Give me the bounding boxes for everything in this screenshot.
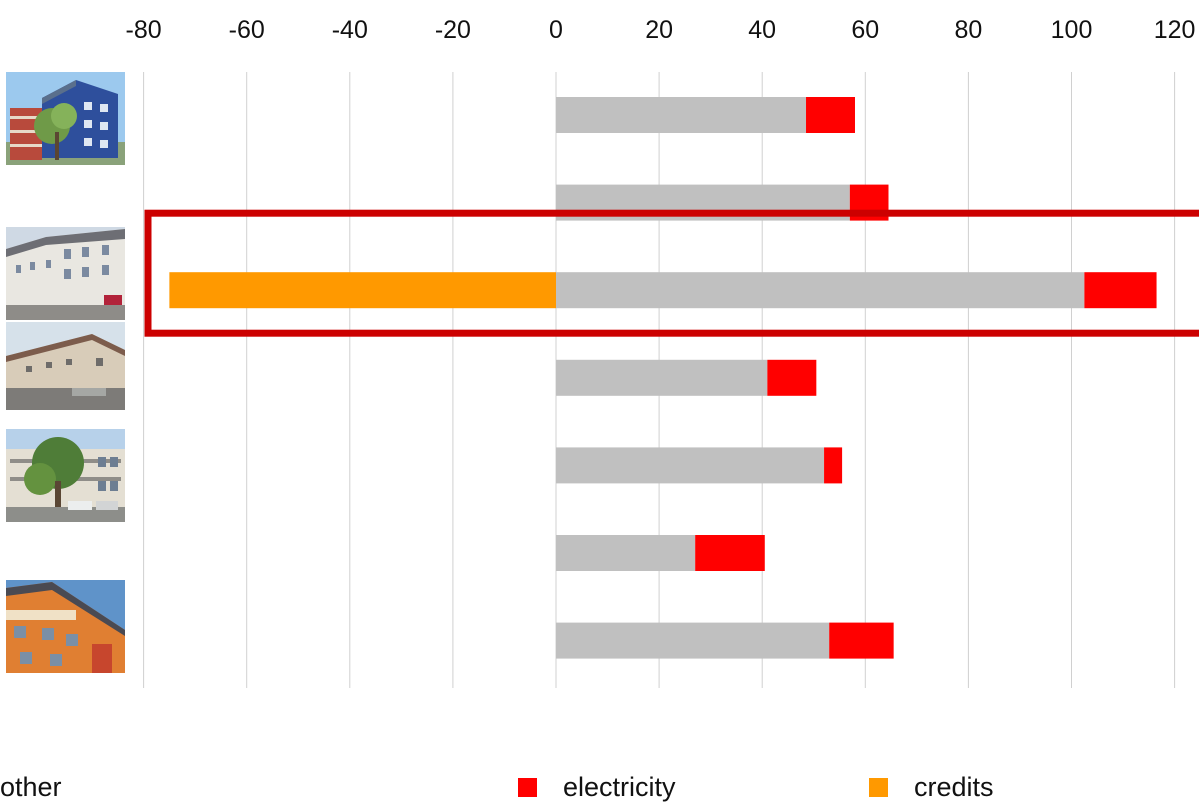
bar-electricity-6 bbox=[695, 535, 765, 571]
bar-electricity-7 bbox=[829, 622, 894, 659]
legend-label-credits: credits bbox=[914, 771, 994, 802]
bar-other-6 bbox=[556, 535, 696, 571]
highlight-box bbox=[144, 209, 1199, 337]
x-tick-label: 60 bbox=[851, 16, 879, 44]
x-tick-label: 20 bbox=[645, 16, 673, 44]
legend-swatch-credits bbox=[869, 777, 888, 797]
legend-swatch-electricity bbox=[518, 777, 537, 797]
thumbnail-modern-apartment-icon bbox=[6, 429, 125, 522]
bar-other-7 bbox=[556, 622, 830, 659]
x-tick-label: -20 bbox=[435, 16, 471, 44]
bar-electricity-1 bbox=[806, 97, 855, 133]
x-tick-label: 100 bbox=[1051, 16, 1093, 44]
x-tick-label: -80 bbox=[126, 16, 162, 44]
bar-other-3 bbox=[556, 272, 1085, 309]
bar-other-5 bbox=[556, 447, 825, 484]
legend-item-credits: credits bbox=[869, 770, 994, 804]
x-tick-label: 80 bbox=[954, 16, 982, 44]
thumbnail-beige-house-icon bbox=[6, 322, 125, 415]
x-tick-label: 0 bbox=[549, 16, 563, 44]
bar-other-4 bbox=[556, 359, 768, 396]
legend-label-other: other bbox=[0, 771, 62, 802]
bar-credits-3 bbox=[169, 272, 556, 309]
legend-item-electricity: electricity bbox=[518, 770, 676, 804]
x-tick-label: -60 bbox=[229, 16, 265, 44]
legend-item-other: other bbox=[0, 770, 62, 804]
thumbnail-blue-building-icon bbox=[6, 72, 125, 165]
bar-other-1 bbox=[556, 97, 807, 133]
thumbnail-orange-facade-icon bbox=[6, 580, 125, 673]
x-tick-label: 120 bbox=[1154, 16, 1196, 44]
x-tick-label: -40 bbox=[332, 16, 368, 44]
bar-electricity-3 bbox=[1084, 272, 1157, 309]
legend-label-electricity: electricity bbox=[563, 771, 676, 802]
x-tick-label: 40 bbox=[748, 16, 776, 44]
bar-electricity-4 bbox=[767, 359, 817, 396]
bar-electricity-5 bbox=[824, 447, 843, 484]
thumbnail-white-apartment-icon bbox=[6, 227, 125, 320]
